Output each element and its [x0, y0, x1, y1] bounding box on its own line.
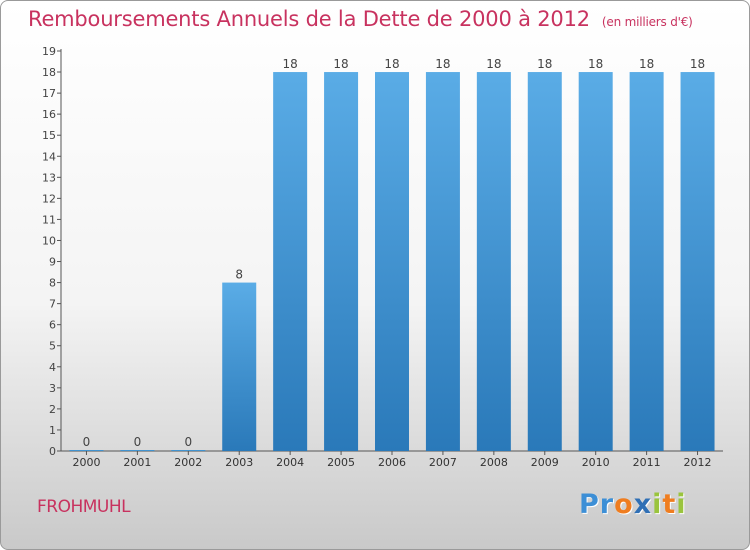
- data-label: 0: [184, 435, 192, 449]
- data-label: 8: [235, 268, 243, 282]
- bar-2000: [69, 450, 104, 451]
- y-tick-label: 11: [42, 213, 56, 226]
- y-tick-label: 6: [49, 319, 56, 332]
- bar-2002: [171, 450, 206, 451]
- y-tick-label: 0: [49, 445, 56, 458]
- data-label: 18: [333, 57, 348, 71]
- bar-2008: [476, 72, 511, 451]
- chart-unit: (en milliers d'€): [601, 15, 693, 29]
- bar-2007: [425, 72, 460, 451]
- commune-name: FROHMUHL: [37, 497, 131, 517]
- x-tick-label: 2012: [684, 456, 712, 469]
- y-tick-label: 12: [42, 192, 56, 205]
- data-label: 0: [134, 435, 142, 449]
- bar-2004: [273, 72, 308, 451]
- data-label: 18: [384, 57, 399, 71]
- data-label: 18: [639, 57, 654, 71]
- data-labels: 0 0 0 8 18 18 18 18 18 18 18 18 18: [83, 57, 706, 449]
- data-label: 18: [588, 57, 603, 71]
- y-tick-label: 2: [49, 403, 56, 416]
- bar-2009: [527, 72, 562, 451]
- chart-title-text: Remboursements Annuels de la Dette de 20…: [28, 7, 590, 31]
- proxiti-logo: Proxiti: [579, 489, 687, 520]
- y-tick-label: 4: [49, 361, 56, 374]
- data-label: 18: [283, 57, 298, 71]
- data-label: 18: [435, 57, 450, 71]
- x-tick-label: 2008: [480, 456, 508, 469]
- bar-2001: [120, 450, 155, 451]
- bar-2006: [375, 72, 409, 451]
- logo-letter: x: [633, 489, 653, 520]
- data-label: 18: [690, 57, 705, 71]
- logo-letter: i: [676, 489, 687, 520]
- bar-2012: [680, 72, 715, 451]
- bar-2005: [324, 72, 359, 451]
- bar-2011: [629, 72, 664, 451]
- bars: [69, 72, 715, 451]
- y-tick-label: 1: [49, 424, 56, 437]
- data-label: 0: [83, 435, 91, 449]
- x-tick-label: 2007: [429, 456, 457, 469]
- x-tick-label: 2003: [225, 456, 253, 469]
- x-tick-label: 2002: [174, 456, 202, 469]
- y-tick-label: 17: [42, 87, 56, 100]
- y-tick-label: 18: [42, 66, 56, 79]
- y-tick-label: 3: [49, 382, 56, 395]
- data-label: 18: [486, 57, 501, 71]
- y-tick-label: 8: [49, 277, 56, 290]
- y-tick-label: 15: [42, 129, 56, 142]
- x-tick-label: 2004: [276, 456, 304, 469]
- logo-letter: t: [662, 489, 677, 520]
- data-label: 18: [537, 57, 552, 71]
- bar-2010: [578, 72, 613, 451]
- bar-2003: [222, 282, 257, 451]
- y-tick-label: 19: [42, 45, 56, 58]
- x-tick-label: 2010: [582, 456, 610, 469]
- x-tick-label: 2000: [72, 456, 100, 469]
- y-tick-label: 5: [49, 340, 56, 353]
- y-tick-label: 7: [49, 298, 56, 311]
- logo-letter: P: [579, 489, 600, 520]
- x-tick-label: 2011: [633, 456, 661, 469]
- x-tick-label: 2009: [531, 456, 559, 469]
- logo-letter: i: [652, 489, 663, 520]
- x-tick-label: 2005: [327, 456, 355, 469]
- y-tick-label: 10: [42, 234, 56, 247]
- y-tick-label: 14: [42, 150, 56, 163]
- x-tick-label: 2006: [378, 456, 406, 469]
- y-tick-label: 13: [42, 171, 56, 184]
- logo-letter: r: [599, 489, 615, 520]
- y-tick-label: 9: [49, 256, 56, 269]
- y-tick-label: 16: [42, 108, 56, 121]
- chart-title: Remboursements Annuels de la Dette de 20…: [28, 7, 693, 31]
- logo-letter: o: [614, 489, 634, 520]
- x-tick-label: 2001: [123, 456, 151, 469]
